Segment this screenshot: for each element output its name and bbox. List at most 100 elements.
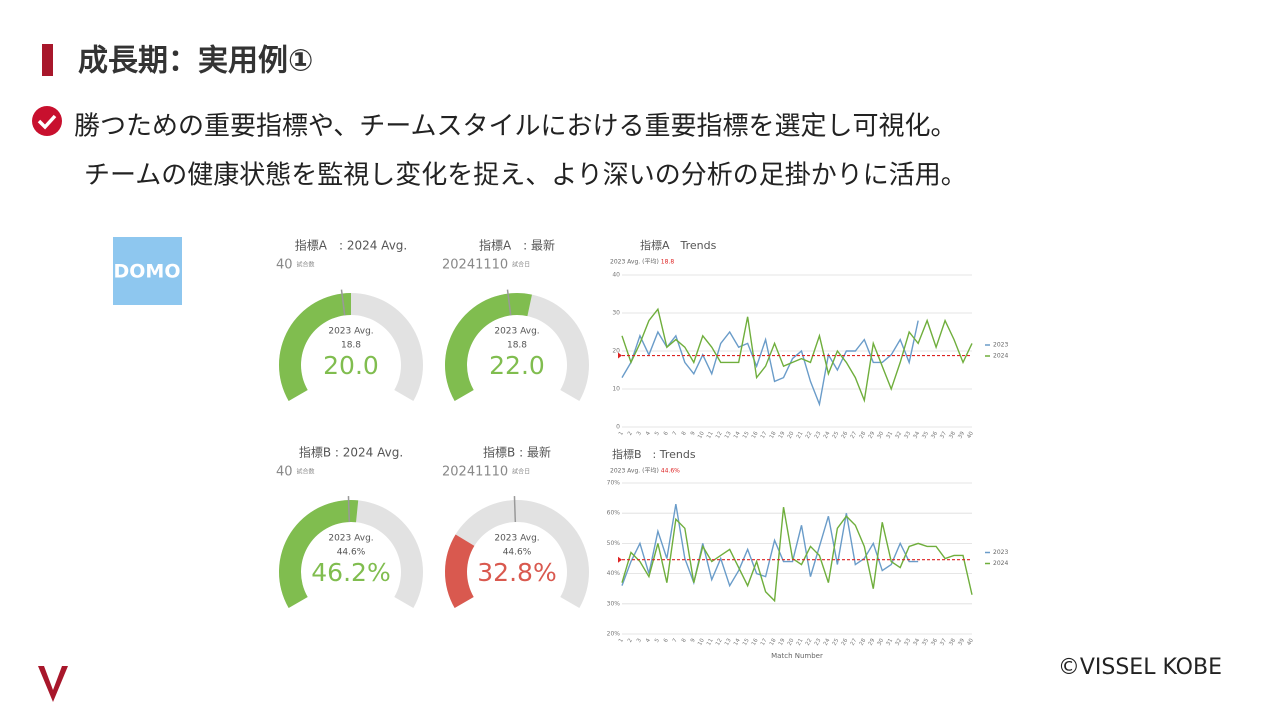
x-tick-label: 4 bbox=[645, 637, 652, 643]
x-tick-label: 15 bbox=[742, 637, 751, 646]
x-tick-label: 25 bbox=[832, 637, 841, 646]
x-tick-label: 23 bbox=[814, 637, 823, 646]
title-bar bbox=[42, 44, 53, 76]
gauge-title: 指標B : 最新 bbox=[483, 445, 551, 460]
x-tick-label: 15 bbox=[742, 430, 751, 439]
gauge-value: 22.0 bbox=[489, 351, 545, 380]
x-tick-label: 14 bbox=[733, 430, 742, 439]
x-tick-label: 18 bbox=[769, 637, 778, 646]
x-tick-label: 6 bbox=[663, 430, 670, 436]
x-tick-label: 26 bbox=[841, 637, 850, 646]
y-tick-label: 70% bbox=[607, 480, 621, 487]
gauge-sub: 40 bbox=[276, 465, 293, 480]
x-tick-label: 23 bbox=[814, 430, 823, 439]
y-tick-label: 20 bbox=[612, 348, 620, 355]
gauge-title: 指標A : 最新 bbox=[479, 238, 555, 253]
gauge-track bbox=[445, 500, 589, 608]
x-tick-label: 30 bbox=[877, 637, 886, 646]
x-tick-label: 9 bbox=[690, 430, 697, 436]
x-tick-label: 39 bbox=[957, 637, 966, 646]
x-tick-label: 20 bbox=[787, 430, 796, 439]
x-tick-label: 37 bbox=[939, 637, 948, 646]
avg-label: 18.8 bbox=[661, 259, 675, 266]
gauge-avg-marker bbox=[513, 496, 517, 523]
x-tick-label: 27 bbox=[850, 637, 859, 646]
body-line: 勝つための重要指標や、チームスタイルにおける重要指標を選定し可視化。 bbox=[74, 112, 956, 142]
x-tick-label: 3 bbox=[636, 430, 643, 436]
y-tick-label: 50% bbox=[607, 540, 621, 547]
gauge-sub-label: 試合数 bbox=[297, 468, 315, 476]
x-tick-label: 17 bbox=[760, 637, 769, 646]
x-tick-label: 22 bbox=[805, 431, 814, 440]
logo-box bbox=[113, 237, 182, 305]
x-tick-label: 19 bbox=[778, 637, 787, 646]
y-tick-label: 30 bbox=[612, 310, 620, 317]
club-logo bbox=[38, 666, 68, 702]
x-tick-label: 21 bbox=[796, 431, 805, 440]
gauge-fill bbox=[278, 500, 359, 608]
x-tick-label: 6 bbox=[663, 637, 670, 643]
gauge-avg-marker bbox=[340, 289, 346, 316]
avg-pointer bbox=[618, 352, 622, 359]
x-tick-label: 28 bbox=[859, 637, 868, 646]
x-tick-label: 33 bbox=[904, 430, 913, 439]
x-tick-label: 33 bbox=[904, 637, 913, 646]
x-tick-label: 32 bbox=[895, 638, 904, 647]
series-line bbox=[621, 320, 919, 407]
legend-label: 2023 bbox=[993, 549, 1008, 556]
x-tick-label: 19 bbox=[778, 430, 787, 439]
x-tick-label: 20 bbox=[787, 637, 796, 646]
gauge-avg-title: 2023 Avg. bbox=[494, 534, 539, 544]
legend-label: 2024 bbox=[993, 353, 1008, 360]
x-tick-label: 16 bbox=[751, 637, 760, 646]
series-line bbox=[621, 307, 973, 404]
x-tick-label: 13 bbox=[724, 637, 733, 646]
x-tick-label: 8 bbox=[681, 430, 688, 436]
x-tick-label: 7 bbox=[672, 430, 679, 436]
series-line bbox=[621, 507, 973, 603]
x-tick-label: 27 bbox=[850, 430, 859, 439]
x-tick-label: 11 bbox=[706, 431, 715, 440]
gauge-avg-marker bbox=[347, 496, 351, 523]
x-tick-label: 30 bbox=[877, 430, 886, 439]
x-tick-label: 36 bbox=[930, 637, 939, 646]
check-icon bbox=[32, 106, 62, 136]
check-mark bbox=[37, 114, 57, 130]
x-tick-label: 38 bbox=[948, 430, 957, 439]
legend-label: 2023 bbox=[993, 342, 1008, 349]
x-tick-label: 35 bbox=[921, 430, 930, 439]
gauge-fill bbox=[279, 293, 351, 401]
x-tick-label: 29 bbox=[868, 430, 877, 439]
x-tick-label: 40 bbox=[966, 430, 975, 439]
x-tick-label: 35 bbox=[921, 637, 930, 646]
gauge-avg: 44.6% bbox=[503, 548, 532, 558]
copyright: ©VISSEL KOBE bbox=[1058, 655, 1222, 680]
gauge-sub-label: 試合日 bbox=[512, 261, 530, 269]
x-tick-label: 7 bbox=[672, 637, 679, 643]
x-tick-label: 36 bbox=[930, 430, 939, 439]
gauge-value: 46.2% bbox=[311, 558, 390, 587]
x-tick-label: 29 bbox=[868, 637, 877, 646]
x-tick-label: 18 bbox=[769, 430, 778, 439]
x-tick-label: 31 bbox=[886, 431, 895, 440]
y-tick-label: 40 bbox=[612, 272, 620, 279]
x-tick-label: 32 bbox=[895, 431, 904, 440]
x-tick-label: 4 bbox=[645, 430, 652, 436]
gauge-sub: 40 bbox=[276, 258, 293, 273]
gauge-sub: 20241110 bbox=[442, 465, 508, 480]
x-tick-label: 11 bbox=[706, 638, 715, 647]
y-tick-label: 0 bbox=[616, 424, 620, 431]
x-tick-label: 24 bbox=[823, 430, 832, 439]
x-tick-label: 10 bbox=[697, 637, 706, 646]
x-tick-label: 37 bbox=[939, 430, 948, 439]
x-tick-label: 25 bbox=[832, 430, 841, 439]
gauge-value: 20.0 bbox=[323, 351, 379, 380]
gauge-fill bbox=[444, 292, 532, 401]
x-tick-label: 9 bbox=[690, 637, 697, 643]
y-tick-label: 10 bbox=[612, 386, 620, 393]
x-tick-label: 39 bbox=[957, 430, 966, 439]
series-line bbox=[621, 504, 919, 588]
x-tick-label: 34 bbox=[912, 637, 921, 646]
x-tick-label: 1 bbox=[618, 431, 625, 437]
